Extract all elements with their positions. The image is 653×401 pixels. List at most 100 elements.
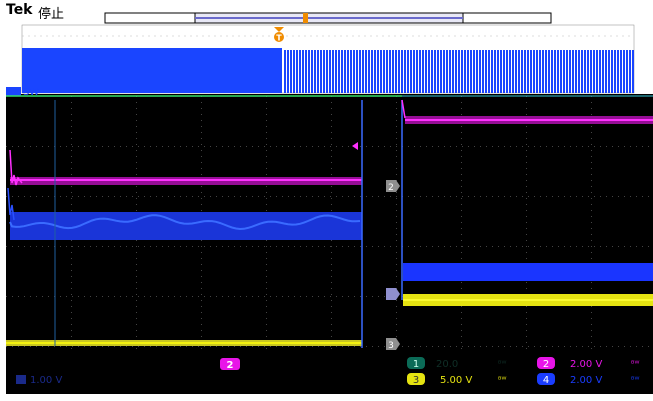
grid-dot <box>526 126 527 127</box>
ch4-marker-icon[interactable] <box>386 288 400 300</box>
grid-dot <box>526 306 527 307</box>
grid-dot <box>136 324 137 325</box>
grid-dot <box>516 246 517 247</box>
grid-dot <box>528 196 529 197</box>
ch2-marker-icon[interactable]: 2 <box>386 180 400 193</box>
grid-dot <box>228 246 229 247</box>
grid-dot <box>331 144 332 145</box>
grid-dot <box>510 346 511 347</box>
grid-dot <box>246 146 247 147</box>
grid-dot <box>42 346 43 347</box>
grid-dot <box>78 346 79 347</box>
grid-dot <box>270 196 271 197</box>
overview-bar <box>458 50 460 93</box>
grid-dot <box>331 270 332 271</box>
waveform-area[interactable] <box>6 94 653 394</box>
overview-bar <box>632 50 634 93</box>
grid-dot <box>78 246 79 247</box>
grid-dot <box>564 246 565 247</box>
grid-dot <box>138 296 139 297</box>
grid-dot <box>71 324 72 325</box>
overview-bar <box>359 50 361 93</box>
grid-dot <box>201 300 202 301</box>
grid-dot <box>294 196 295 197</box>
grid-dot <box>156 296 157 297</box>
grid-dot <box>396 146 397 147</box>
overview-bar <box>626 50 628 93</box>
grid-dot <box>540 246 541 247</box>
grid-dot <box>378 146 379 147</box>
grid-dot <box>331 288 332 289</box>
overview-bar <box>494 50 496 93</box>
overview-trigger-marker-icon[interactable]: T <box>274 27 284 43</box>
bottom-left-ch2-badge[interactable]: 2 <box>220 358 240 371</box>
grid-dot <box>71 240 72 241</box>
channel-readout-4[interactable]: 4 2.00 V ᴮᵂ <box>537 373 639 386</box>
overview-bar <box>629 50 631 93</box>
grid-dot <box>384 196 385 197</box>
grid-dot <box>594 146 595 147</box>
grid-dot <box>526 168 527 169</box>
grid-dot <box>294 146 295 147</box>
grid-dot <box>30 196 31 197</box>
overview-bar <box>407 50 409 93</box>
channel-readout-2[interactable]: 2 2.00 V ᴮᵂ <box>537 357 639 370</box>
grid-dot <box>526 342 527 343</box>
grid-dot <box>331 174 332 175</box>
grid-dot <box>414 346 415 347</box>
grid-dot <box>300 346 301 347</box>
grid-dot <box>510 196 511 197</box>
grid-dot <box>492 346 493 347</box>
ch3-marker-icon[interactable]: 3 <box>386 338 400 351</box>
grid-dot <box>48 196 49 197</box>
grid-dot <box>331 282 332 283</box>
grid-dot <box>474 346 475 347</box>
grid-dot <box>591 174 592 175</box>
grid-dot <box>30 346 31 347</box>
grid-dot <box>618 146 619 147</box>
grid-dot <box>540 196 541 197</box>
grid-dot <box>102 346 103 347</box>
overview-bar <box>497 50 499 93</box>
record-bar[interactable] <box>104 12 552 24</box>
grid-dot <box>156 146 157 147</box>
grid-dot <box>201 150 202 151</box>
grid-dot <box>180 346 181 347</box>
grid-dot <box>71 162 72 163</box>
channel-readout-1[interactable]: 1 20.0 ᴮᵂ <box>407 357 506 370</box>
ch3-trace-right <box>403 294 653 306</box>
grid-dot <box>136 348 137 349</box>
grid-dot <box>324 296 325 297</box>
grid-dot <box>396 264 397 265</box>
grid-dot <box>468 246 469 247</box>
channel-readout-3[interactable]: 3 5.00 V ᴮᵂ <box>407 373 506 386</box>
grid-dot <box>84 296 85 297</box>
grid-dot <box>136 114 137 115</box>
grid-dot <box>331 240 332 241</box>
overview-bar <box>368 50 370 93</box>
grid-dot <box>366 346 367 347</box>
grid-dot <box>396 174 397 175</box>
overview-bar <box>515 50 517 93</box>
ch3-trace-left <box>6 340 362 346</box>
grid-dot <box>120 246 121 247</box>
grid-dot <box>201 348 202 349</box>
grid-dot <box>591 222 592 223</box>
grid-dot <box>312 246 313 247</box>
grid-dot <box>198 246 199 247</box>
overview-bar <box>329 50 331 93</box>
grid-dot <box>132 196 133 197</box>
grid-dot <box>331 108 332 109</box>
grid-dot <box>461 162 462 163</box>
svg-text:4: 4 <box>543 375 549 386</box>
grid-dot <box>384 296 385 297</box>
overview-bar <box>296 50 298 93</box>
overview-bar <box>452 50 454 93</box>
grid-dot <box>136 294 137 295</box>
grid-dot <box>276 296 277 297</box>
grid-dot <box>204 296 205 297</box>
overview-bar <box>476 50 478 93</box>
grid-dot <box>180 196 181 197</box>
overview-bar <box>305 50 307 93</box>
grid-dot <box>342 146 343 147</box>
